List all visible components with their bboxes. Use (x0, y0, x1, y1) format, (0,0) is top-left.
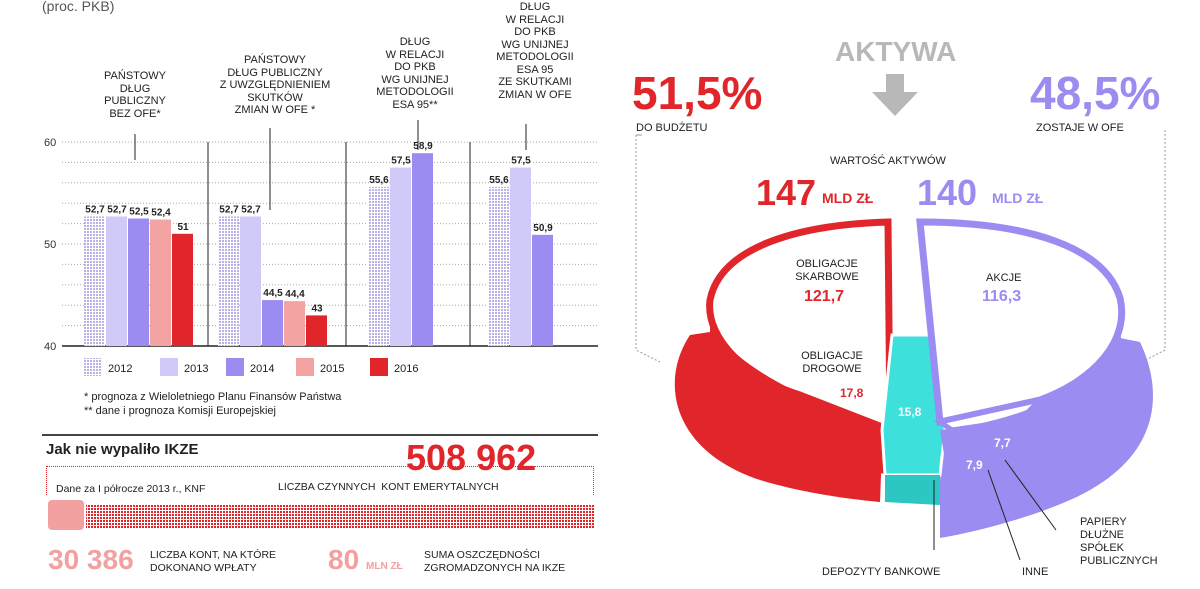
bar-3-2012 (368, 186, 389, 346)
right-unit: MLD ZŁ (992, 190, 1044, 206)
label-papiery: PAPIERY DŁUŻNE SPÓŁEK PUBLICZNYCH (1080, 516, 1158, 567)
bar-1-2013 (106, 216, 127, 346)
y-tick-label: 60 (44, 137, 56, 149)
bar-2-2012 (218, 216, 239, 346)
value-depozyty: 15,8 (898, 405, 922, 419)
bar-label: 52,7 (107, 204, 127, 215)
ikze-divider (42, 434, 598, 436)
left-caption: DO BUDŻETU (636, 122, 708, 134)
bar-label: 57,5 (511, 156, 531, 167)
pie-chart (635, 130, 1166, 561)
ikze-big-number: 508 962 (406, 437, 537, 478)
ikze-dotted-bracket (46, 466, 594, 495)
left-percent: 51,5% (632, 67, 763, 119)
bar-4-2012 (488, 186, 509, 346)
unit-note: (proc. PKB) (42, 0, 115, 14)
bar-label: 52,5 (129, 207, 149, 218)
bar-4-2014 (532, 234, 553, 346)
bar-3-2014 (412, 153, 433, 346)
footnote-2: ** dane i prognoza Komisji Europejskiej (84, 405, 276, 417)
legend-label-2015: 2015 (320, 363, 344, 375)
right-total: 140 (917, 172, 978, 213)
label-akcje: AKCJE (986, 272, 1022, 284)
legend-label-2013: 2013 (184, 363, 208, 375)
bar-label: 51 (177, 222, 189, 233)
bar-label: 50,9 (533, 223, 553, 234)
legend-swatch-2014 (226, 358, 244, 376)
ikze-left-number: 30 386 (48, 544, 134, 575)
bar-3-2013 (390, 167, 411, 346)
bar-label: 44,4 (285, 289, 305, 300)
value-obligacje-drogowe: 17,8 (840, 386, 864, 400)
bar-2-2014 (262, 300, 283, 346)
down-arrow-icon (872, 74, 918, 116)
bar-label: 55,6 (369, 175, 389, 186)
ikze-active-bar (48, 500, 84, 530)
right-caption: ZOSTAJE W OFE (1036, 122, 1124, 134)
label-obligacje-drogowe: OBLIGACJE DROGOWE (801, 350, 863, 375)
y-tick-label: 50 (44, 239, 56, 251)
ikze-big-caption: LICZBA CZYNNYCH KONT EMERYTALNYCH (278, 481, 499, 493)
ikze-source: Dane za I półrocze 2013 r., KNF (56, 483, 206, 495)
legend-swatch-2013 (160, 358, 178, 376)
value-obligacje-skarbowe: 121,7 (804, 288, 845, 305)
ikze-left-caption: LICZBA KONT, NA KTÓRE DOKONANO WPŁATY (150, 549, 277, 574)
group-header-2: PAŃSTOWY DŁUG PUBLICZNY Z UWZGLĘDNIENIEM… (219, 54, 331, 116)
bar-label: 52,7 (85, 204, 105, 215)
bar-4-2013 (510, 167, 531, 346)
label-inne: INNE (1022, 566, 1049, 578)
bar-label: 43 (311, 303, 323, 314)
bar-1-2014 (128, 218, 149, 346)
value-akcje: 116,3 (982, 288, 1022, 305)
bar-label: 52,7 (219, 204, 239, 215)
ikze-mid-caption: SUMA OSZCZĘDNOŚCI ZGROMADZONYCH NA IKZE (424, 549, 566, 574)
bar-2-2013 (240, 216, 261, 346)
legend-label-2014: 2014 (250, 363, 274, 375)
right-percent: 48,5% (1030, 67, 1161, 119)
legend-swatch-2015 (296, 358, 314, 376)
label-depozyty: DEPOZYTY BANKOWE (822, 566, 941, 578)
y-tick-label: 40 (44, 341, 56, 353)
bar-2-2015 (284, 301, 305, 346)
bar-label: 44,5 (263, 288, 283, 299)
ikze-mid-unit: MLN ZŁ (366, 561, 403, 572)
bar-label: 52,7 (241, 204, 261, 215)
bar-1-2012 (84, 216, 105, 346)
bar-label: 58,9 (413, 141, 433, 152)
pie-subtitle: WARTOŚĆ AKTYWÓW (830, 155, 946, 167)
group-header-4: DŁUG W RELACJI DO PKB WG UNIJNEJ METODOL… (496, 1, 574, 101)
slice-akcje (916, 218, 1126, 427)
group-header-1: PAŃSTOWY DŁUG PUBLICZNY BEZ OFE* (104, 70, 166, 120)
bar-label: 57,5 (391, 156, 411, 167)
bar-label: 52,4 (151, 208, 171, 219)
left-unit: MLD ZŁ (822, 190, 874, 206)
ikze-bar (48, 500, 594, 530)
legend-swatch-2012 (84, 358, 102, 376)
ikze-accounts-bar (86, 504, 594, 528)
left-total: 147 (756, 172, 817, 213)
legend-swatch-2016 (370, 358, 388, 376)
label-obligacje-skarbowe: OBLIGACJE SKARBOWE (795, 258, 859, 283)
legend-label-2012: 2012 (108, 363, 132, 375)
ikze-mid-number: 80 (328, 544, 360, 575)
pie-title: AKTYWA (835, 36, 957, 67)
group-header-3: DŁUG W RELACJI DO PKB WG UNIJNEJ METODOL… (376, 36, 454, 111)
legend-label-2016: 2016 (394, 363, 418, 375)
ikze-title: Jak nie wypaliło IKZE (46, 441, 199, 458)
value-inne: 7,9 (966, 458, 983, 472)
value-papiery: 7,7 (994, 436, 1011, 450)
bar-1-2015 (150, 219, 171, 346)
bar-label: 55,6 (489, 175, 509, 186)
bar-1-2016 (172, 233, 193, 346)
footnote-1: * prognoza z Wieloletniego Planu Finansó… (84, 391, 342, 403)
bar-2-2016 (306, 315, 327, 346)
